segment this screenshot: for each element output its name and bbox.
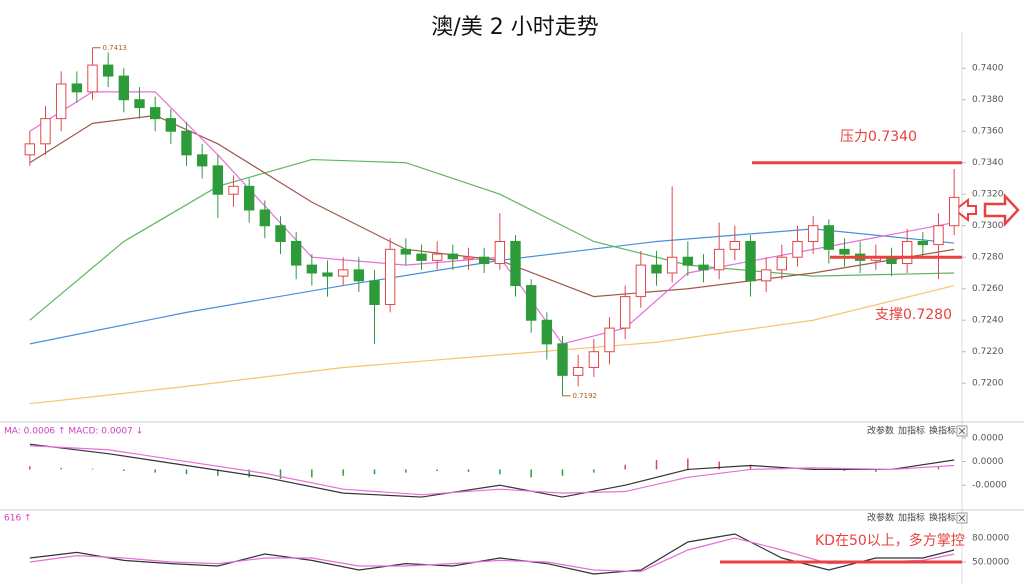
candle-body (118, 75, 130, 101)
candle-body (149, 107, 161, 120)
candle-body (901, 240, 913, 265)
close-icon (958, 427, 966, 435)
line (29, 533, 955, 575)
chart-title: 澳/美 2 小时走势 (431, 15, 598, 40)
candle-body (322, 272, 333, 277)
candle-body (682, 256, 694, 266)
candle-body (541, 319, 553, 345)
line (29, 284, 955, 405)
y-tick-label: 0.7400 (972, 64, 1004, 74)
candle-body (416, 253, 427, 261)
candle-body (776, 256, 788, 271)
candle-body (212, 165, 224, 195)
candle-body (463, 256, 474, 260)
button[interactable]: 加指标 (898, 425, 925, 437)
candle-body (917, 240, 929, 246)
candle-body (431, 253, 443, 261)
candle-body (745, 240, 756, 282)
candle-body (839, 248, 850, 255)
candle-body (635, 264, 647, 298)
y-tick-label: 0.7240 (972, 316, 1004, 326)
level-label: KD在50以上，多方掌控 (815, 532, 965, 549)
candle-body (572, 366, 584, 376)
candle-body (102, 64, 114, 77)
candle-body (165, 118, 177, 132)
candle-body (259, 209, 271, 227)
candle-body (196, 154, 208, 167)
candle-body (87, 64, 98, 93)
candle-body (478, 256, 490, 265)
y-tick-label: 0.7320 (972, 190, 1004, 200)
candle-body (40, 118, 51, 145)
candle-body (55, 83, 67, 120)
candle-body (651, 264, 662, 274)
button[interactable]: 换指标 (929, 512, 956, 524)
candle-body (588, 351, 600, 368)
arrow-icon (953, 192, 1020, 228)
line (29, 228, 955, 345)
candle-body (306, 264, 318, 274)
y-tick-label: 0.7200 (972, 379, 1004, 389)
line (29, 114, 955, 298)
candle-body (71, 83, 83, 93)
candle-body (823, 225, 835, 250)
candle-body (525, 285, 537, 321)
y-tick-label: 0.7360 (972, 127, 1004, 137)
candle-body (384, 248, 396, 305)
indicator-label: MA: 0.0006 ↑ MACD: 0.0007 ↓ (4, 427, 143, 437)
candle-body (400, 248, 412, 255)
candle-body (619, 296, 631, 329)
level-label: 支撑0.7280 (875, 307, 952, 323)
candle-body (243, 185, 255, 211)
line (29, 445, 955, 496)
close-button[interactable] (956, 512, 968, 524)
candle-body (134, 99, 145, 109)
candle-body (181, 130, 192, 156)
button[interactable]: 改参数 (867, 425, 894, 437)
line (29, 537, 955, 573)
candle-body (933, 225, 944, 246)
candle-body (353, 269, 365, 282)
candle-body (337, 269, 349, 277)
candle-body (510, 240, 521, 287)
y-tick-label: 0.7300 (972, 221, 1004, 231)
button[interactable]: 换指标 (929, 425, 956, 437)
y-tick-label: 0.7380 (972, 95, 1004, 105)
candle-body (666, 256, 678, 274)
candle-body (557, 343, 568, 376)
y-tick-label: 80.0000 (972, 534, 1009, 544)
candle-body (290, 240, 302, 266)
candle-body (494, 240, 506, 265)
candle-body (24, 143, 36, 156)
candle-body (713, 248, 725, 271)
level-label: 压力0.7340 (840, 129, 917, 145)
y-tick-label: 0.0000 (972, 457, 1004, 467)
y-tick-label: 0.7340 (972, 158, 1004, 168)
close-button[interactable] (956, 425, 968, 437)
annotation: 0.7192 (573, 392, 598, 400)
candle-body (792, 240, 803, 258)
candle-body (604, 327, 615, 353)
candle-body (729, 240, 741, 250)
indicator-label: 616 ↑ (4, 514, 32, 524)
y-tick-label: 0.0000 (972, 433, 1004, 443)
candle-body (948, 196, 960, 227)
button[interactable]: 改参数 (867, 512, 894, 524)
y-tick-label: 0.7260 (972, 284, 1004, 294)
candle-body (228, 185, 239, 195)
y-tick-label: 0.7220 (972, 347, 1004, 357)
annotation: 0.7413 (103, 44, 128, 52)
candle-body (698, 264, 709, 271)
candle-body (447, 253, 459, 260)
button[interactable]: 加指标 (898, 512, 925, 524)
candle-body (275, 225, 286, 242)
candle-body (760, 269, 772, 282)
candle-body (369, 280, 380, 305)
close-icon (958, 514, 966, 522)
y-tick-label: -0.0000 (972, 481, 1007, 491)
y-tick-label: 50.0000 (972, 558, 1009, 568)
candle-body (807, 225, 819, 242)
y-tick-label: 0.7280 (972, 253, 1004, 263)
